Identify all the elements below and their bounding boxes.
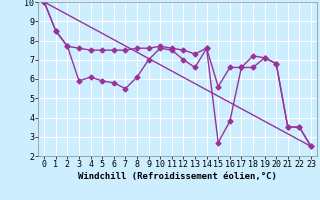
X-axis label: Windchill (Refroidissement éolien,°C): Windchill (Refroidissement éolien,°C) [78, 172, 277, 181]
